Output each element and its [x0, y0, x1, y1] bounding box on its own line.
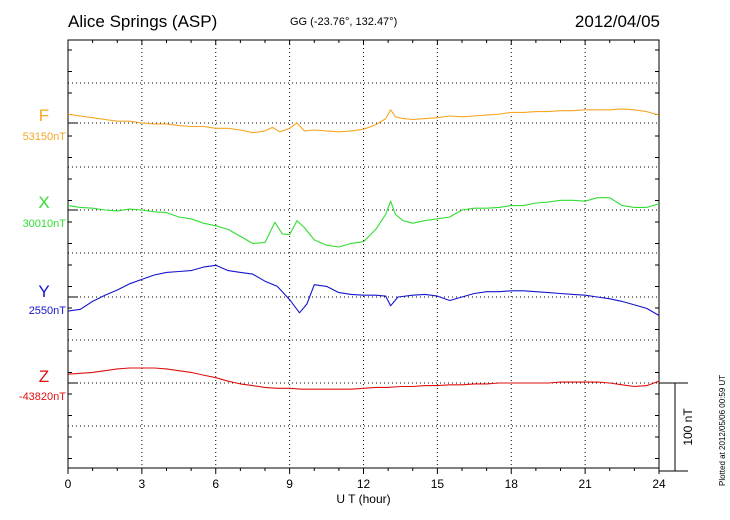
series-line-x	[67, 197, 660, 248]
series-label-f: F	[38, 106, 50, 125]
x-tick-label: 18	[505, 477, 519, 491]
series-line-y	[67, 264, 660, 316]
chart-date: 2012/04/05	[574, 12, 660, 31]
x-tick-label: 15	[431, 477, 445, 491]
x-tick-label: 12	[357, 477, 371, 491]
series-line-f	[67, 108, 660, 134]
series-baseline-x: 30010nT	[22, 218, 66, 230]
chart-title: Alice Springs (ASP)	[68, 12, 218, 31]
series-line-z	[67, 367, 660, 390]
x-tick-label: 6	[212, 477, 219, 491]
x-tick-label: 9	[286, 477, 293, 491]
series-label-y: Y	[38, 282, 50, 301]
series-baseline-y: 2550nT	[28, 305, 66, 317]
series-baseline-z: -43820nT	[18, 391, 66, 403]
scale-bar-label: 100 nT	[681, 408, 695, 446]
x-tick-label: 21	[578, 477, 592, 491]
series-label-x: X	[38, 193, 50, 212]
x-tick-label: 3	[139, 477, 146, 491]
x-tick-label: 0	[65, 477, 72, 491]
x-tick-label: 24	[652, 477, 666, 491]
series-baseline-f: 53150nT	[22, 131, 66, 143]
series-label-z: Z	[38, 367, 50, 386]
station-coordinates: GG (-23.76°, 132.47°)	[290, 16, 398, 28]
x-axis-label: U T (hour)	[336, 492, 390, 506]
